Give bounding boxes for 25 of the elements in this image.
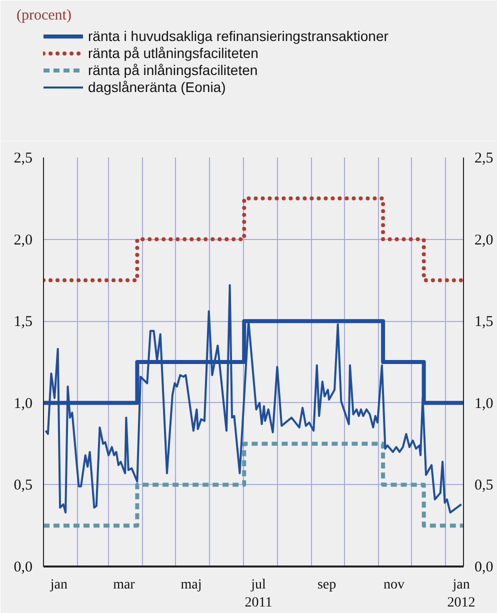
y-tick-label: 1,5 — [14, 314, 32, 330]
y-tick-label: 0,5 — [14, 478, 32, 494]
legend-label: ränta på inlåningsfaciliteten — [88, 62, 258, 78]
y-tick-label: 2,0 — [14, 232, 32, 248]
legend-label: dagslåneränta (Eonia) — [88, 79, 226, 95]
y2-tick-label: 1,5 — [474, 314, 494, 330]
x-tick-label: sep — [317, 578, 336, 592]
chart-title: (procent) — [16, 8, 72, 24]
y2-tick-label: 0,5 — [474, 478, 494, 494]
y-tick-label: 1,0 — [14, 396, 32, 412]
y2-tick-label: 2,0 — [474, 232, 494, 248]
x-tick-label: jan 2012 — [447, 578, 476, 610]
y-tick-label: 0,0 — [14, 560, 32, 576]
x-tick-label: maj — [180, 578, 202, 592]
line-series — [44, 284, 462, 514]
y2-tick-label: 2,5 — [474, 150, 494, 166]
legend-label: ränta på utlåningsfaciliteten — [88, 45, 258, 61]
x-tick-label: nov — [384, 578, 405, 592]
x-tick-label: jul 2011 — [244, 578, 272, 610]
y2-tick-label: 1,0 — [474, 396, 494, 412]
y-tick-label: 2,5 — [14, 150, 32, 166]
legend-label: ränta i huvudsakliga refinansieringstransaktioner — [88, 28, 388, 44]
x-tick-label: mar — [113, 578, 136, 592]
x-tick-label: jan — [49, 578, 68, 592]
y2-tick-label: 0,0 — [474, 560, 494, 576]
